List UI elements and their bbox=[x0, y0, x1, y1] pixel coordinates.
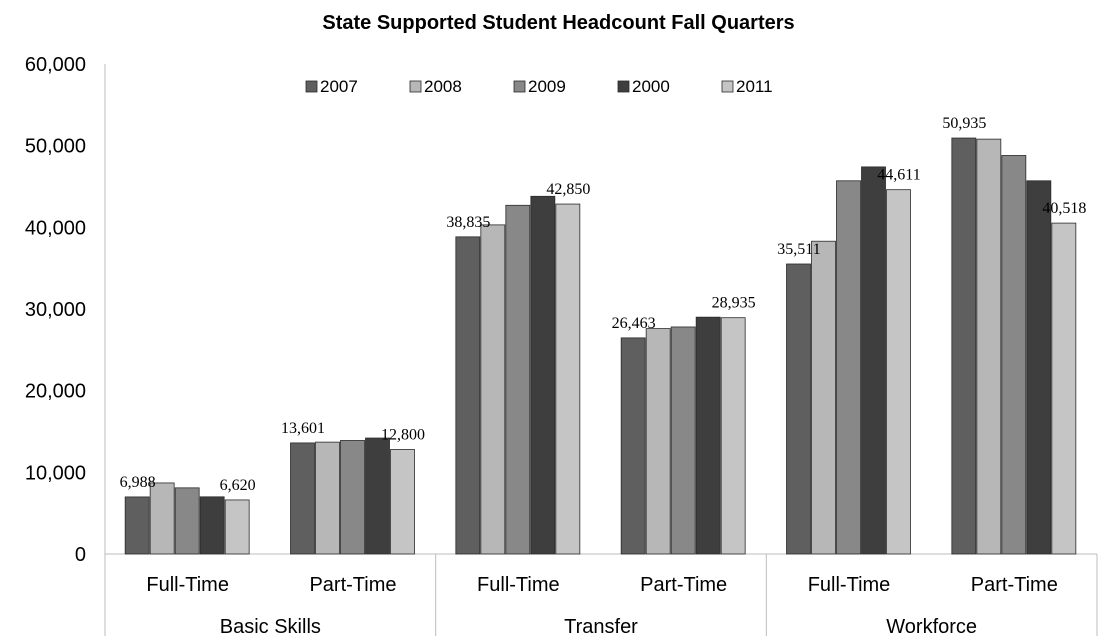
bars bbox=[124, 137, 1077, 555]
bar bbox=[645, 328, 671, 555]
x-group-label: Transfer bbox=[564, 616, 638, 638]
data-label: 35,511 bbox=[777, 241, 820, 258]
legend-swatch bbox=[721, 80, 734, 93]
bar bbox=[951, 137, 977, 555]
bar bbox=[1051, 222, 1077, 555]
y-axis-ticks: 0 10,000 20,000 30,000 40,000 50,000 60,000 bbox=[25, 54, 86, 566]
x-category-label: Full-Time bbox=[146, 574, 229, 596]
data-label: 26,463 bbox=[612, 315, 656, 332]
bar bbox=[720, 317, 746, 555]
bar bbox=[455, 236, 481, 555]
bar bbox=[530, 195, 556, 555]
bar bbox=[695, 316, 721, 555]
bar bbox=[620, 337, 646, 555]
y-tick-label: 30,000 bbox=[25, 299, 86, 321]
x-category-label: Part-Time bbox=[971, 574, 1058, 596]
bar bbox=[555, 203, 581, 555]
legend-label: 2000 bbox=[632, 77, 670, 96]
bar bbox=[836, 180, 861, 555]
legend-label: 2009 bbox=[528, 77, 566, 96]
bar bbox=[786, 263, 811, 555]
bar bbox=[1001, 155, 1027, 555]
bar bbox=[811, 240, 836, 555]
chart-title: State Supported Student Headcount Fall Q… bbox=[322, 12, 795, 34]
data-label: 42,850 bbox=[546, 181, 590, 198]
bar bbox=[1026, 180, 1052, 555]
data-labels: 6,988 6,620 13,601 12,800 38,835 42,850 26,463… bbox=[120, 115, 1087, 494]
bar bbox=[149, 482, 175, 555]
x-group-label: Basic Skills bbox=[220, 616, 321, 638]
x-category-label: Full-Time bbox=[808, 574, 891, 596]
legend-swatch bbox=[305, 80, 318, 93]
axes bbox=[104, 64, 1098, 636]
legend-label: 2008 bbox=[424, 77, 462, 96]
bar bbox=[886, 189, 911, 555]
x-group-label: Workforce bbox=[886, 616, 977, 638]
data-label: 6,620 bbox=[220, 477, 256, 494]
y-tick-label: 60,000 bbox=[25, 54, 86, 76]
x-category-label: Part-Time bbox=[309, 574, 396, 596]
bar bbox=[174, 487, 200, 555]
legend: 2007 2008 2009 2000 2011 bbox=[305, 77, 773, 96]
legend-swatch bbox=[409, 80, 422, 93]
legend-label: 2007 bbox=[320, 77, 358, 96]
bar bbox=[290, 442, 315, 555]
x-category-label: Part-Time bbox=[640, 574, 727, 596]
bar bbox=[505, 204, 531, 555]
bar bbox=[390, 449, 415, 555]
bar bbox=[224, 499, 250, 555]
y-tick-label: 10,000 bbox=[25, 462, 86, 484]
x-category-label: Full-Time bbox=[477, 574, 560, 596]
bar bbox=[315, 441, 340, 555]
x-axis-labels: Full-Time Part-Time Full-Time Part-Time Full… bbox=[146, 574, 1057, 638]
bar bbox=[340, 440, 365, 555]
y-tick-label: 20,000 bbox=[25, 381, 86, 403]
data-label: 12,800 bbox=[381, 426, 425, 443]
bar bbox=[124, 496, 150, 555]
bar bbox=[976, 138, 1002, 555]
data-label: 28,935 bbox=[712, 295, 756, 312]
data-label: 40,518 bbox=[1042, 200, 1086, 217]
data-label: 50,935 bbox=[942, 115, 986, 132]
y-tick-label: 50,000 bbox=[25, 136, 86, 158]
data-label: 38,835 bbox=[446, 214, 490, 231]
bar bbox=[365, 437, 390, 555]
bar bbox=[861, 166, 886, 555]
legend-swatch bbox=[513, 80, 526, 93]
y-tick-label: 40,000 bbox=[25, 217, 86, 239]
y-tick-label: 0 bbox=[75, 544, 86, 566]
bar bbox=[480, 224, 506, 555]
data-label: 6,988 bbox=[120, 474, 156, 491]
bar bbox=[670, 326, 696, 555]
legend-label: 2011 bbox=[736, 77, 773, 96]
data-label: 44,611 bbox=[877, 167, 920, 184]
data-label: 13,601 bbox=[281, 420, 325, 437]
bar bbox=[199, 496, 225, 555]
legend-swatch bbox=[617, 80, 630, 93]
